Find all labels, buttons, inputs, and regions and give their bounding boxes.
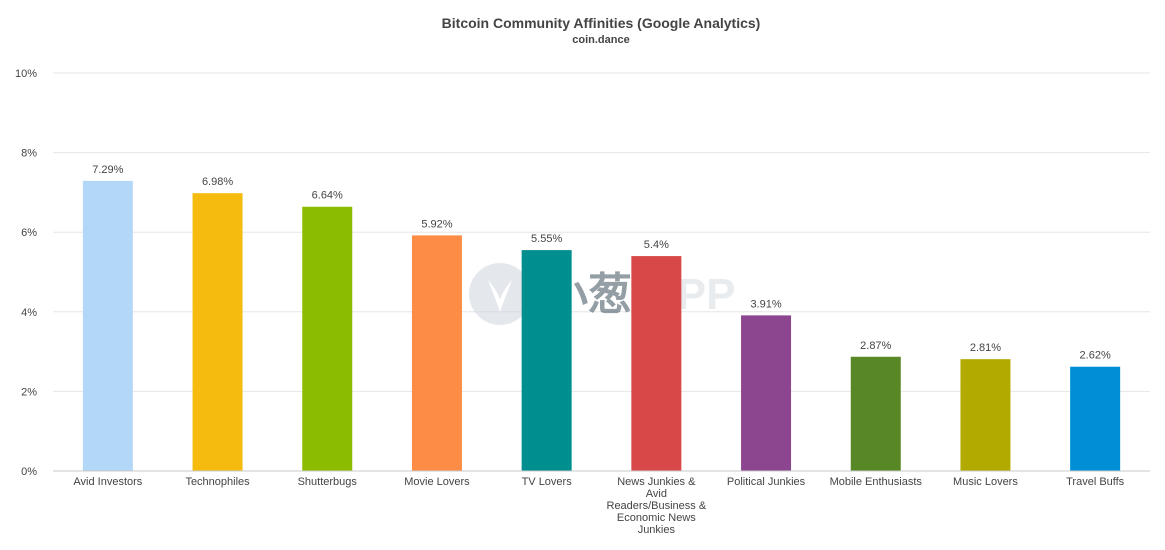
y-tick-label: 6% [21,227,37,239]
x-tick-label: Shutterbugs [298,476,358,488]
bar [960,359,1011,471]
x-tick-label: Mobile Enthusiasts [830,476,923,488]
x-tick-label: Music Lovers [953,476,1018,488]
data-labels: 7.29% 6.98% 6.64% 5.92% 5.55% 5.4% 3.91% 2.87% 2… [92,164,1111,362]
data-label: 2.62% [1080,350,1111,362]
watermark-logo-icon [469,263,531,325]
chart-subtitle: coin.dance [572,34,629,46]
y-axis: 0% 2% 4% 6% 8% 10% [15,68,37,478]
bar [850,356,901,471]
data-label: 2.87% [860,340,891,352]
x-tick-label: Political Junkies [727,476,806,488]
y-tick-label: 10% [15,68,37,80]
bar [82,180,133,471]
data-label: 5.55% [531,233,562,245]
bar [411,235,462,471]
y-tick-label: 8% [21,148,37,160]
bar [302,206,353,471]
y-tick-label: 4% [21,307,37,319]
bar [521,250,572,471]
y-tick-label: 2% [21,386,37,398]
y-tick-label: 0% [21,466,37,478]
bar [631,256,682,471]
x-tick-label: Movie Lovers [404,476,470,488]
bar [741,315,792,471]
chart-title: Bitcoin Community Affinities (Google Ana… [442,15,761,31]
watermark-leaf-icon [488,280,512,312]
x-tick-label: Technophiles [185,476,250,488]
data-label: 2.81% [970,342,1001,354]
bars [82,180,1121,472]
data-label: 5.92% [421,218,452,230]
x-tick-label: Avid Investors [73,476,142,488]
bar [192,193,243,472]
data-label: 3.91% [750,298,781,310]
data-label: 5.4% [644,239,669,251]
data-label: 6.64% [312,190,343,202]
x-tick-label: TV Lovers [522,476,573,488]
x-axis: Avid Investors Technophiles Shutterbugs Mov… [73,476,1124,536]
data-label: 6.98% [202,176,233,188]
x-tick-label: Travel Buffs [1066,476,1125,488]
bar [1070,366,1121,471]
x-tick-label: News Junkies & Avid Readers/Business & Econ… [607,476,707,536]
watermark: 小葱 APP [469,263,735,325]
data-label: 7.29% [92,164,123,176]
